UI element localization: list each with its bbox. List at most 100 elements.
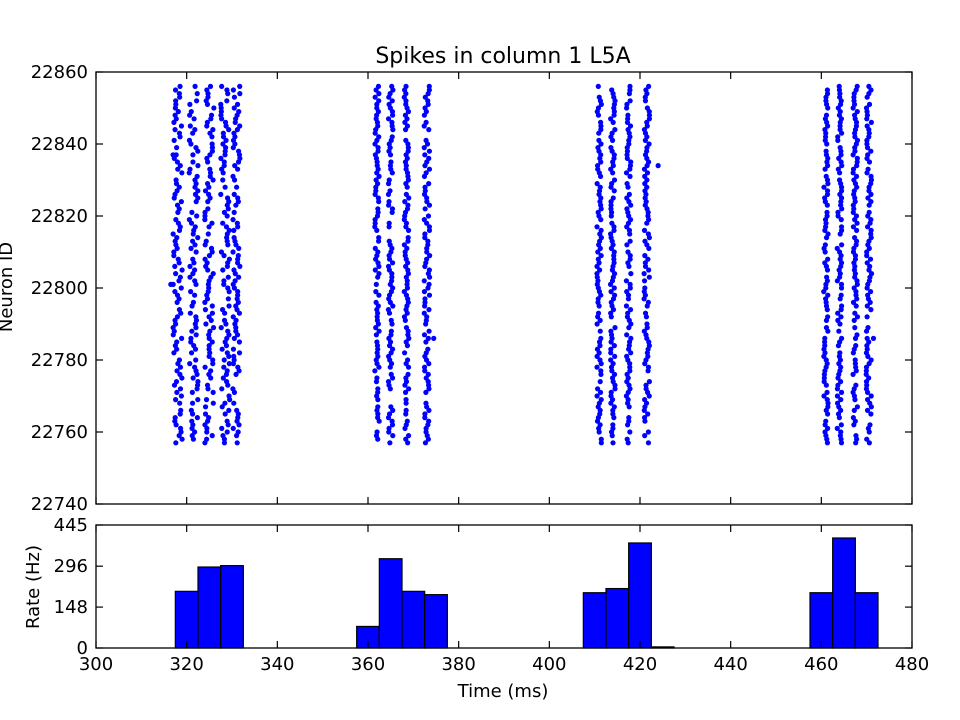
spike-point xyxy=(641,415,648,421)
spike-point xyxy=(189,209,195,215)
spike-point xyxy=(627,98,633,104)
spike-point xyxy=(425,371,431,377)
spike-point xyxy=(821,393,827,399)
rate-bar xyxy=(809,592,834,649)
spike-point xyxy=(221,278,227,284)
spike-point xyxy=(851,407,857,413)
spike-point xyxy=(838,379,844,385)
spike-point xyxy=(870,335,877,341)
spike-point xyxy=(209,310,216,316)
spike-point xyxy=(230,346,237,352)
spike-point xyxy=(170,152,176,158)
spike-point xyxy=(389,83,395,89)
spike-point xyxy=(598,119,604,125)
spike-point xyxy=(850,415,856,421)
spike-point xyxy=(221,209,228,215)
spike-point xyxy=(822,429,828,435)
spike-point xyxy=(202,307,209,313)
spike-point xyxy=(177,400,183,406)
spike-point xyxy=(597,422,603,428)
spike-point xyxy=(173,271,179,277)
spike-point xyxy=(838,217,844,223)
spike-point xyxy=(204,87,210,93)
spike-point xyxy=(624,332,630,338)
spike-point xyxy=(173,177,179,183)
spike-point xyxy=(207,130,213,136)
spike-point xyxy=(853,382,859,388)
spike-point xyxy=(825,292,831,298)
spike-point xyxy=(373,299,379,305)
spike-point xyxy=(375,249,381,255)
spike-point xyxy=(187,166,193,172)
spike-point xyxy=(221,317,228,323)
spike-point xyxy=(623,278,630,284)
y-tick-label: 22860 xyxy=(31,62,88,83)
spike-point xyxy=(373,177,379,183)
spike-point xyxy=(854,155,860,161)
spike-point xyxy=(824,87,830,93)
spike-point xyxy=(192,292,198,298)
spike-point xyxy=(175,166,181,172)
spike-point xyxy=(597,184,603,190)
spike-point xyxy=(223,137,229,143)
spike-point xyxy=(218,191,224,197)
spike-point xyxy=(235,195,241,201)
spike-point xyxy=(374,105,380,111)
spike-point xyxy=(202,364,208,370)
spike-point xyxy=(642,238,648,244)
spike-point xyxy=(178,407,184,413)
spike-point xyxy=(221,440,228,446)
spike-point xyxy=(173,440,179,446)
spike-point xyxy=(598,253,604,259)
spike-point xyxy=(624,195,630,201)
spike-point xyxy=(626,141,632,147)
spike-point xyxy=(824,389,830,395)
spike-point xyxy=(838,188,845,194)
spike-point xyxy=(644,105,650,111)
spike-point xyxy=(205,206,211,212)
rate-panel: Rate (Hz) Time (ms) 0 148 296 445 300 320 340… xyxy=(23,515,929,702)
spike-point xyxy=(646,379,653,385)
spike-point xyxy=(423,137,429,143)
spike-points xyxy=(168,83,877,446)
spike-point xyxy=(426,87,432,93)
spike-point xyxy=(865,325,871,331)
spike-point xyxy=(174,314,181,320)
spike-point xyxy=(208,112,215,118)
spike-point xyxy=(202,404,209,410)
raster-panel: Spikes in column 1 L5A Neuron ID 2274022… xyxy=(0,44,913,515)
spike-point xyxy=(179,170,185,176)
spike-point xyxy=(195,163,201,169)
spike-point xyxy=(405,371,411,377)
spike-point xyxy=(836,177,843,183)
spike-point xyxy=(221,159,227,165)
spike-point xyxy=(594,386,601,392)
spike-point xyxy=(822,195,828,201)
spike-point xyxy=(821,375,827,381)
spike-point xyxy=(867,289,874,295)
spike-point xyxy=(207,166,213,172)
spike-point xyxy=(646,116,653,122)
spike-point xyxy=(641,166,648,172)
spike-point xyxy=(192,278,198,284)
spike-point xyxy=(234,101,241,107)
spike-point xyxy=(426,148,432,154)
spike-point xyxy=(609,130,615,136)
spike-point xyxy=(190,256,196,262)
spike-point xyxy=(642,260,648,266)
spike-point xyxy=(645,299,651,305)
spike-point xyxy=(852,310,858,316)
spike-point xyxy=(386,220,392,226)
spike-point xyxy=(178,393,184,399)
spike-point xyxy=(824,397,830,403)
spike-point xyxy=(186,217,192,223)
spike-point xyxy=(237,91,243,97)
spike-point xyxy=(375,83,382,89)
spike-point xyxy=(236,350,243,356)
spike-point xyxy=(823,112,830,118)
spike-point xyxy=(608,231,614,237)
spike-point xyxy=(204,155,210,161)
spike-point xyxy=(853,433,859,439)
spike-point xyxy=(822,166,828,172)
spike-point xyxy=(623,170,630,176)
